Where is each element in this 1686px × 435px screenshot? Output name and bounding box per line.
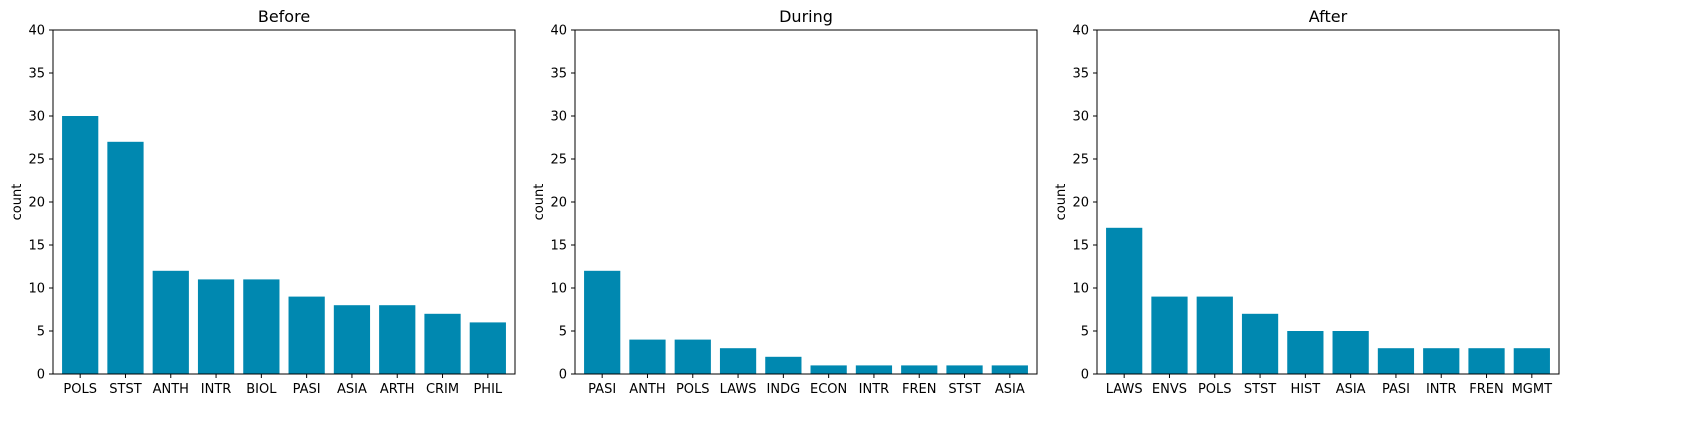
chart-1-bar-intr bbox=[855, 365, 893, 374]
chart-0-xtick-label: STST bbox=[109, 382, 141, 397]
chart-2-ytick-label: 35 bbox=[1072, 67, 1089, 82]
chart-2-bar-intr bbox=[1423, 348, 1460, 374]
chart-0-ytick-label: 15 bbox=[28, 239, 45, 254]
chart-0-ytick-label: 40 bbox=[28, 24, 45, 39]
chart-2-bar-laws bbox=[1106, 227, 1143, 374]
chart-0-title: Before bbox=[258, 7, 310, 26]
chart-0-bar-pasi bbox=[288, 296, 325, 374]
chart-1-xtick-label: FREN bbox=[902, 382, 936, 397]
chart-1-ytick-label: 30 bbox=[550, 110, 567, 125]
chart-2-ytick-label: 0 bbox=[1081, 368, 1089, 383]
chart-2-xtick-label: POLS bbox=[1198, 382, 1232, 397]
chart-2-xtick-label: ENVS bbox=[1152, 382, 1187, 397]
chart-1-bar-laws bbox=[719, 348, 757, 374]
chart-2-bar-hist bbox=[1287, 331, 1324, 374]
chart-2-ytick-label: 25 bbox=[1072, 153, 1089, 168]
chart-0-bar-pols bbox=[62, 116, 99, 374]
chart-2-panel: 0 5 10 15 20 25 30 35 40 LAWS ENVS POLS STST HIST ASIA… bbox=[1054, 7, 1560, 397]
chart-2-xtick-label: LAWS bbox=[1106, 382, 1143, 397]
chart-2-bar-mgmt bbox=[1513, 348, 1550, 374]
chart-2-bar-envs bbox=[1151, 296, 1188, 374]
chart-0-ytick-label: 35 bbox=[28, 67, 45, 82]
chart-1-bar-pasi bbox=[584, 270, 621, 374]
chart-1-bar-indg bbox=[765, 356, 802, 374]
chart-0-ytick-label: 10 bbox=[28, 282, 45, 297]
chart-2-xtick-label: STST bbox=[1244, 382, 1276, 397]
chart-0-bar-intr bbox=[197, 279, 235, 374]
chart-1-ytick-label: 20 bbox=[550, 196, 567, 211]
chart-2-xtick-label: HIST bbox=[1290, 382, 1320, 397]
chart-1-xtick-label: ASIA bbox=[995, 382, 1025, 397]
chart-1-xtick-label: ANTH bbox=[629, 382, 665, 397]
chart-0-xtick-label: ARTH bbox=[380, 382, 415, 397]
chart-2-ytick-label: 40 bbox=[1072, 24, 1089, 39]
chart-2-bar-pasi bbox=[1377, 348, 1415, 374]
chart-2-ytick-label: 15 bbox=[1072, 239, 1089, 254]
chart-1-bar-econ bbox=[810, 365, 847, 374]
chart-1-title: During bbox=[779, 7, 833, 26]
chart-1-panel: 0 5 10 15 20 25 30 35 40 PASI ANTH POLS LAWS INDG ECON… bbox=[532, 7, 1038, 397]
chart-0-ytick-label: 30 bbox=[28, 110, 45, 125]
chart-1-ytick-label: 0 bbox=[559, 368, 567, 383]
chart-0-xtick-label: INTR bbox=[201, 382, 232, 397]
chart-0-xtick-label: BIOL bbox=[246, 382, 277, 397]
chart-1-ytick-label: 10 bbox=[550, 282, 567, 297]
chart-2-xtick-label: ASIA bbox=[1336, 382, 1366, 397]
chart-1-ytick-label: 25 bbox=[550, 153, 567, 168]
chart-1-ylabel: count bbox=[532, 184, 547, 221]
chart-2-xtick-label: INTR bbox=[1426, 382, 1457, 397]
chart-0-bar-asia bbox=[333, 305, 371, 374]
chart-2-xtick-label: FREN bbox=[1469, 382, 1503, 397]
chart-0-bar-anth bbox=[152, 270, 189, 374]
chart-0-ylabel: count bbox=[10, 184, 25, 221]
chart-0-xtick-label: PHIL bbox=[473, 382, 502, 397]
chart-1-ytick-label: 35 bbox=[550, 67, 567, 82]
chart-1-xtick-label: LAWS bbox=[720, 382, 757, 397]
chart-2-xtick-label: MGMT bbox=[1512, 382, 1553, 397]
chart-0-ytick-label: 5 bbox=[37, 325, 45, 340]
chart-0-xtick-label: ANTH bbox=[153, 382, 189, 397]
chart-0-ytick-label: 0 bbox=[37, 368, 45, 383]
chart-1-bar-asia bbox=[991, 365, 1028, 374]
chart-2-bar-fren bbox=[1468, 348, 1505, 374]
chart-0-bar-arth bbox=[379, 305, 416, 374]
chart-2-ytick-label: 30 bbox=[1072, 110, 1089, 125]
chart-0-bar-phil bbox=[469, 322, 506, 374]
chart-2-ytick-label: 20 bbox=[1072, 196, 1089, 211]
chart-1-ytick-label: 15 bbox=[550, 239, 567, 254]
chart-0-panel: 0 5 10 15 20 25 30 35 40 POLS STST ANTH INTR BIOL PASI… bbox=[10, 7, 516, 397]
chart-0-bar-stst bbox=[107, 141, 144, 374]
chart-2-bar-pols bbox=[1196, 296, 1233, 374]
chart-2-bar-stst bbox=[1241, 313, 1279, 374]
chart-1-xtick-label: STST bbox=[948, 382, 980, 397]
chart-2-bar-asia bbox=[1332, 331, 1369, 374]
chart-1-xtick-label: INTR bbox=[859, 382, 890, 397]
chart-0-ytick-label: 20 bbox=[28, 196, 45, 211]
chart-2-ytick-label: 10 bbox=[1072, 282, 1089, 297]
chart-1-ytick-label: 5 bbox=[559, 325, 567, 340]
chart-1-bar-fren bbox=[901, 365, 938, 374]
chart-1-xtick-label: PASI bbox=[588, 382, 616, 397]
chart-0-xtick-label: PASI bbox=[293, 382, 321, 397]
chart-1-xtick-label: POLS bbox=[676, 382, 710, 397]
chart-0-xtick-label: CRIM bbox=[426, 382, 459, 397]
chart-0-xtick-label: POLS bbox=[63, 382, 97, 397]
chart-0-bar-biol bbox=[243, 279, 280, 374]
chart-0-ytick-label: 25 bbox=[28, 153, 45, 168]
chart-1-bar-stst bbox=[946, 365, 983, 374]
chart-1-xtick-label: ECON bbox=[810, 382, 847, 397]
chart-2-title: After bbox=[1309, 7, 1348, 26]
chart-2-ylabel: count bbox=[1054, 184, 1069, 221]
chart-2-xtick-label: PASI bbox=[1382, 382, 1410, 397]
chart-1-bar-anth bbox=[629, 339, 666, 374]
chart-1-bar-pols bbox=[674, 339, 711, 374]
chart-panels: 0 5 10 15 20 25 30 35 40 POLS STST ANTH INTR BIOL PASI… bbox=[10, 7, 1560, 397]
chart-1-xtick-label: INDG bbox=[767, 382, 801, 397]
chart-1-ytick-label: 40 bbox=[550, 24, 567, 39]
chart-2-ytick-label: 5 bbox=[1081, 325, 1089, 340]
chart-0-xtick-label: ASIA bbox=[337, 382, 367, 397]
chart-0-bar-crim bbox=[424, 313, 461, 374]
